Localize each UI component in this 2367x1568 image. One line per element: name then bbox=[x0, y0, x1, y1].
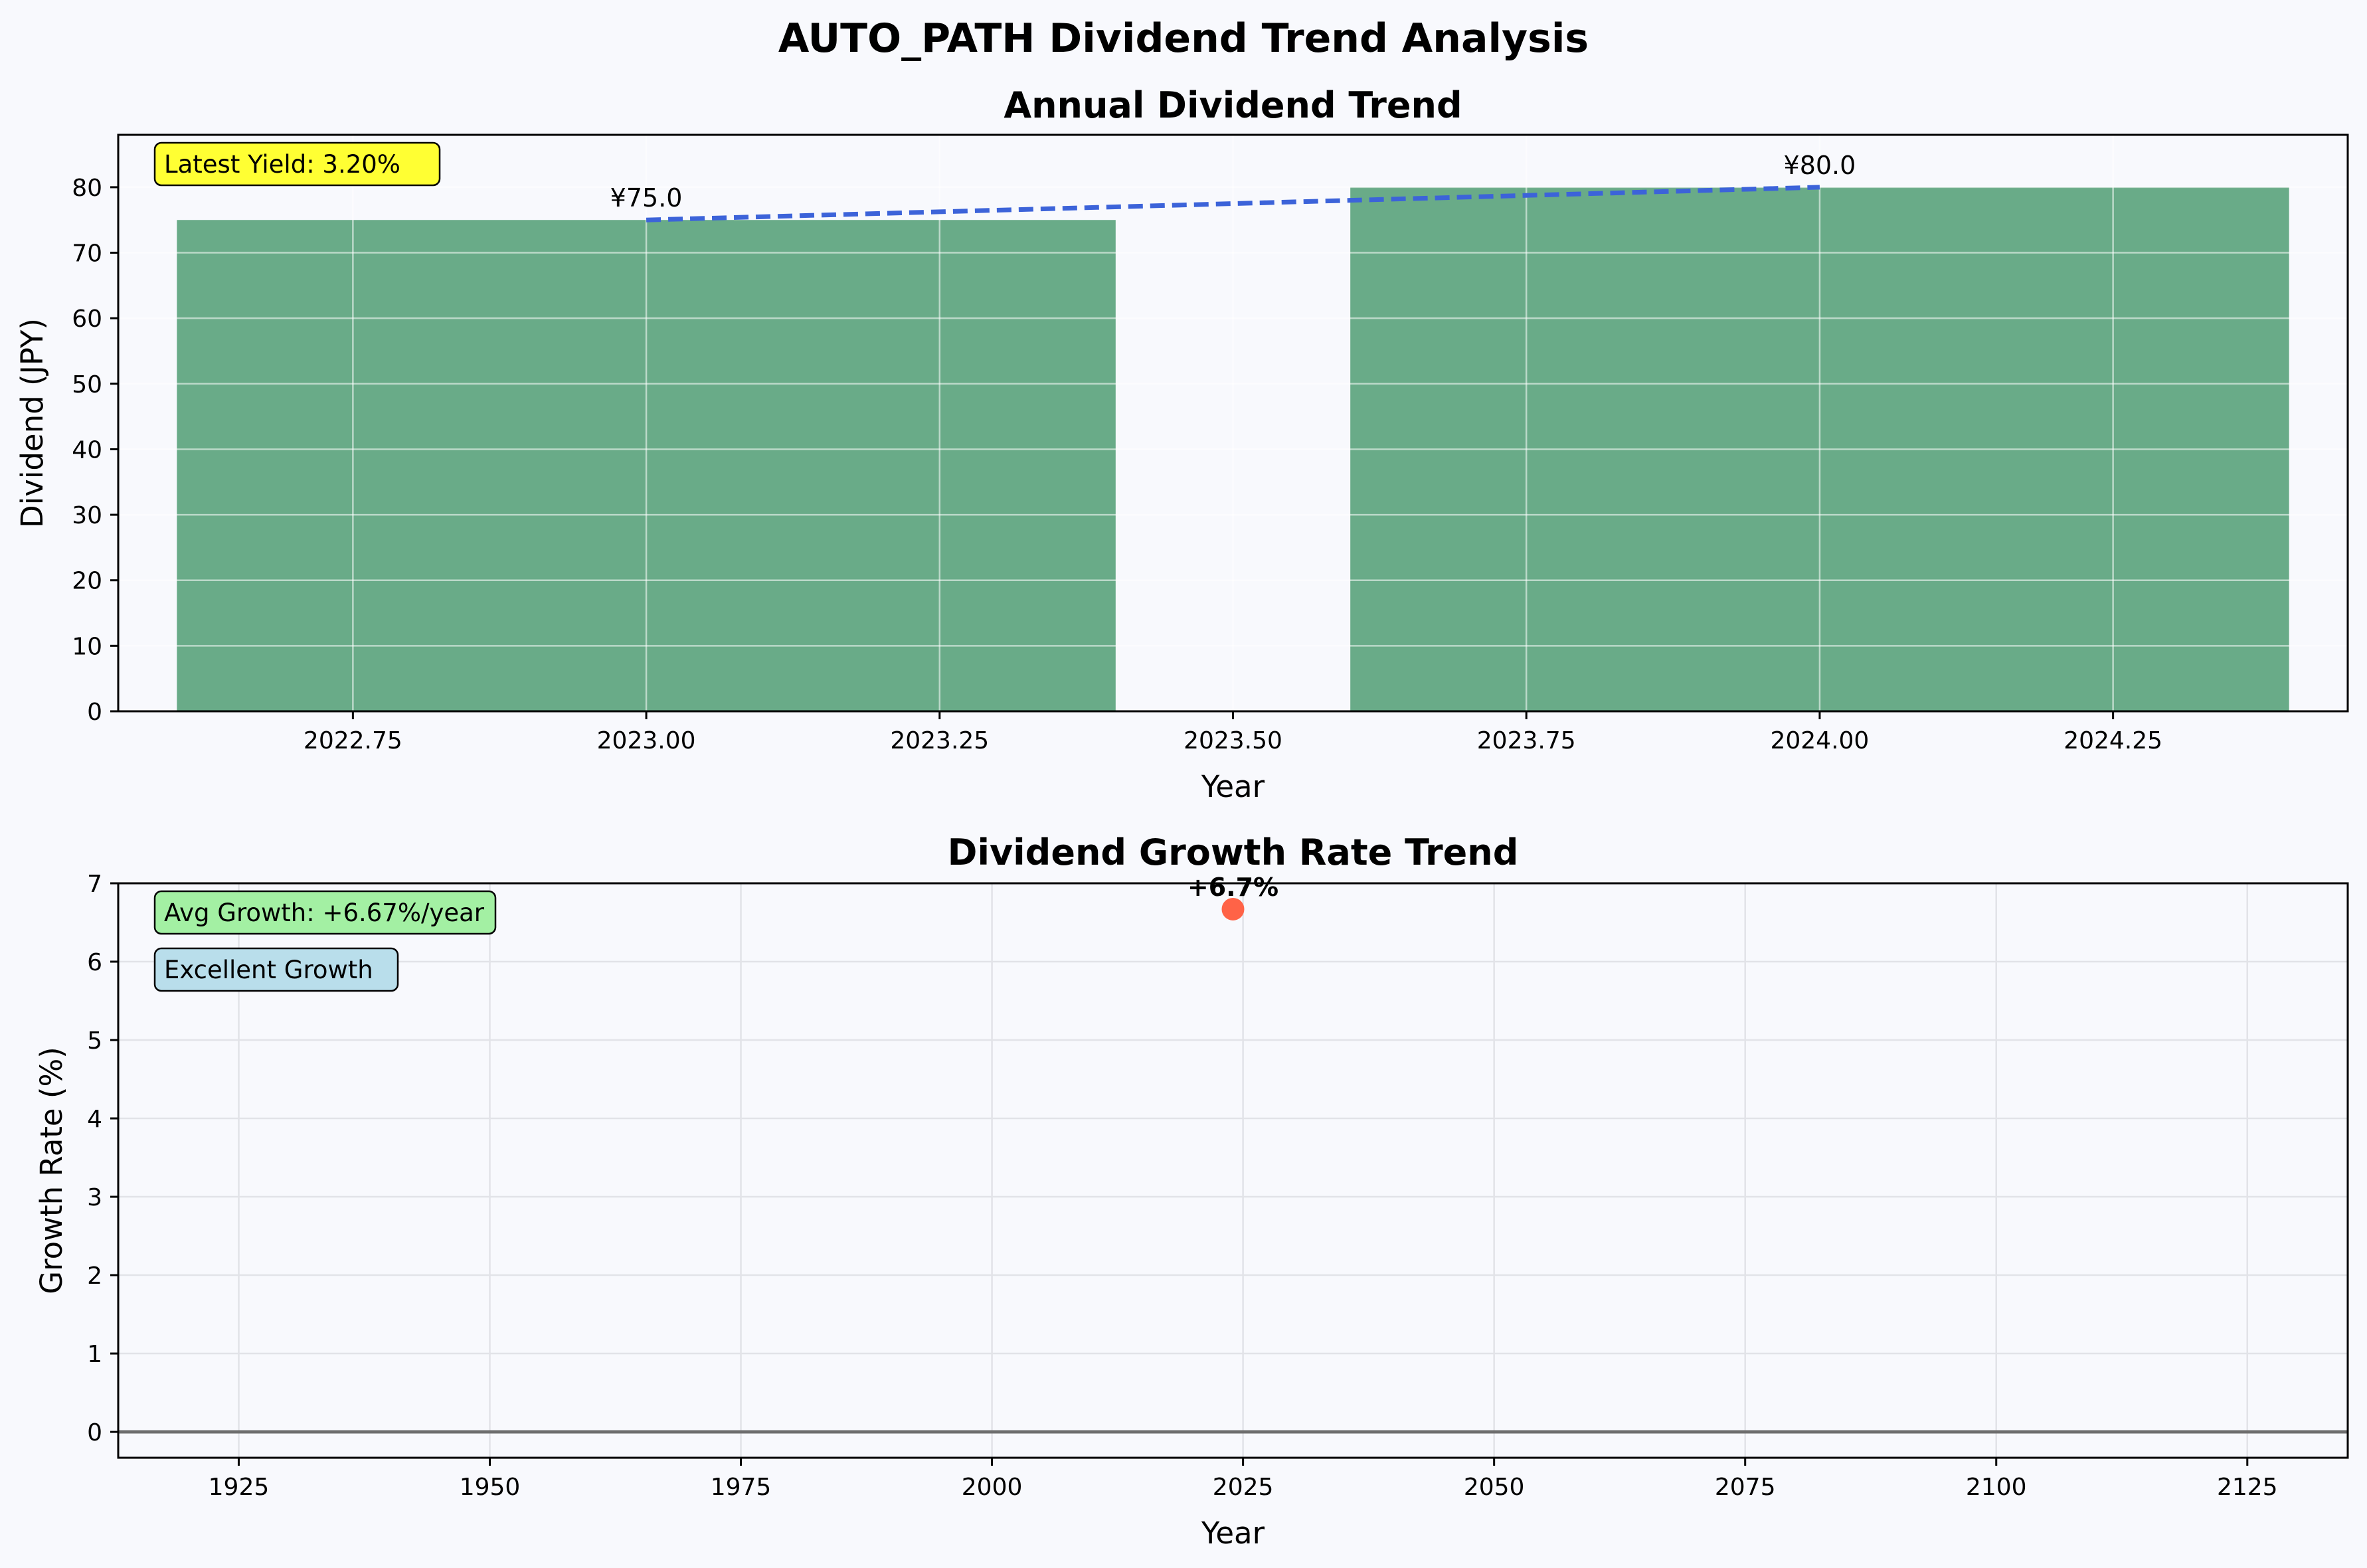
y-tick-label: 0 bbox=[87, 699, 102, 726]
y-tick-label: 40 bbox=[72, 436, 102, 464]
y-tick-label: 10 bbox=[72, 633, 102, 660]
figure-title: AUTO_PATH Dividend Trend Analysis bbox=[778, 15, 1589, 62]
x-tick-label: 2000 bbox=[962, 1474, 1023, 1501]
y-tick-label: 7 bbox=[87, 871, 102, 898]
annotation-box bbox=[153, 141, 441, 187]
growth-point bbox=[1221, 897, 1245, 920]
y-tick-label: 1 bbox=[87, 1341, 102, 1368]
y-tick-label: 60 bbox=[72, 305, 102, 333]
annotation-text: Excellent Growth bbox=[164, 956, 373, 984]
x-tick-label: 2023.75 bbox=[1477, 727, 1576, 754]
annual-dividend-panel: ¥75.0 ¥80.0 2022.75 2023.00 2023.25 2023.50 20… bbox=[15, 84, 2349, 804]
y-tick-label: 4 bbox=[87, 1106, 102, 1133]
x-tick-label: 2024.00 bbox=[1770, 727, 1869, 754]
y-tick-label: 6 bbox=[87, 949, 102, 976]
axes-frame bbox=[117, 882, 2349, 1459]
annotation-text: Avg Growth: +6.67%/year bbox=[164, 899, 485, 927]
x-tick-label: 2024.25 bbox=[2063, 727, 2162, 754]
data-label: ¥75.0 bbox=[610, 183, 683, 213]
y-tick-label: 20 bbox=[72, 568, 102, 595]
y-tick-label: 0 bbox=[87, 1419, 102, 1446]
x-tick-label: 2023.00 bbox=[597, 727, 696, 754]
y-tick-label: 3 bbox=[87, 1184, 102, 1211]
annotation-box bbox=[153, 890, 497, 935]
panel-title: Dividend Growth Rate Trend bbox=[948, 831, 1519, 873]
x-tick-label: 2075 bbox=[1715, 1474, 1776, 1501]
y-tick-label: 80 bbox=[72, 175, 102, 202]
annotation-box bbox=[153, 947, 399, 992]
growth-rate-panel: +6.7%1925 1950 1975 2000 2025 2050 2075 2100 212… bbox=[34, 831, 2349, 1551]
x-axis-label: Year bbox=[1201, 1516, 1265, 1551]
x-tick-label: 2023.25 bbox=[890, 727, 989, 754]
trend-line bbox=[646, 185, 1820, 222]
data-label: +6.7% bbox=[1187, 873, 1278, 902]
y-tick-label: 5 bbox=[87, 1027, 102, 1055]
x-tick-label: 2025 bbox=[1213, 1474, 1274, 1501]
x-tick-label: 2125 bbox=[2217, 1474, 2278, 1501]
x-tick-label: 2100 bbox=[1966, 1474, 2027, 1501]
y-axis-label: Growth Rate (%) bbox=[34, 1047, 69, 1294]
plot-area bbox=[118, 883, 2348, 1458]
y-tick-label: 70 bbox=[72, 240, 102, 268]
panel-title: Annual Dividend Trend bbox=[1004, 84, 1462, 126]
y-axis-label: Dividend (JPY) bbox=[15, 318, 50, 528]
x-tick-label: 2022.75 bbox=[304, 727, 402, 754]
x-tick-label: 1925 bbox=[209, 1474, 270, 1501]
x-tick-label: 1975 bbox=[711, 1474, 772, 1501]
x-tick-label: 1950 bbox=[460, 1474, 521, 1501]
y-tick-label: 2 bbox=[87, 1263, 102, 1290]
annotation-text: Latest Yield: 3.20% bbox=[164, 150, 400, 179]
x-tick-label: 2023.50 bbox=[1184, 727, 1282, 754]
x-tick-label: 2050 bbox=[1464, 1474, 1525, 1501]
data-label: ¥80.0 bbox=[1784, 151, 1856, 180]
y-tick-label: 30 bbox=[72, 502, 102, 529]
y-tick-label: 50 bbox=[72, 371, 102, 398]
x-axis-label: Year bbox=[1201, 769, 1265, 804]
